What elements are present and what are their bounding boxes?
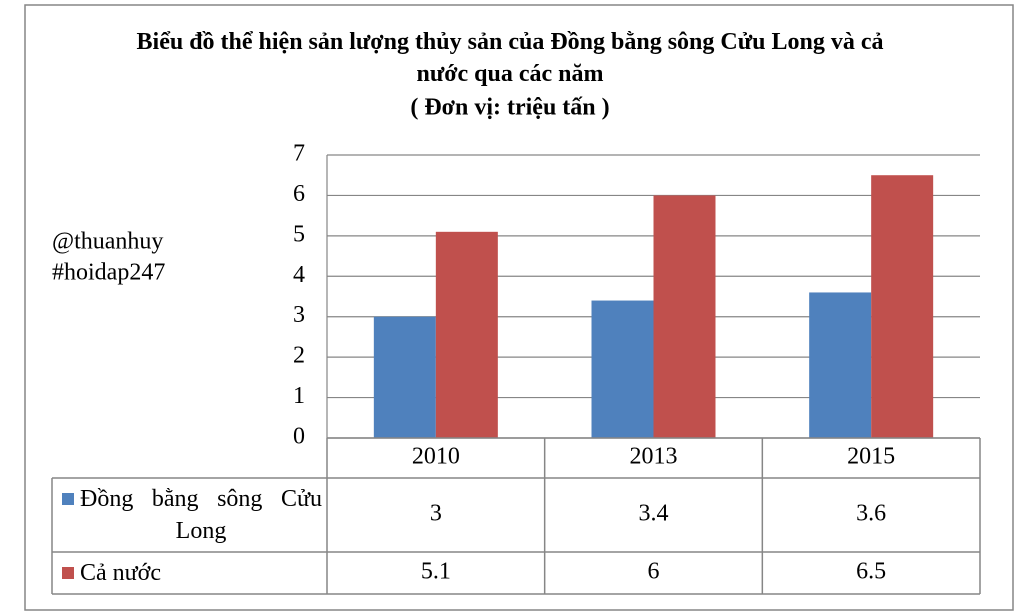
table-value: 3 — [430, 501, 442, 527]
table-value: 6 — [648, 559, 660, 585]
bar — [809, 292, 872, 438]
chart-title: Biểu đồ thể hiện sản lượng thủy sản của … — [136, 29, 884, 87]
x-tick-label: 2013 — [630, 444, 678, 470]
bar — [435, 231, 498, 438]
table-value: 3.6 — [856, 501, 886, 527]
y-tick-label: 7 — [293, 141, 305, 167]
y-tick-label: 2 — [293, 343, 305, 369]
legend-key — [62, 567, 74, 579]
legend-key — [62, 493, 74, 505]
table-value: 3.4 — [639, 501, 669, 527]
legend-box: Đồng bằng sông Cửu Long — [80, 486, 322, 544]
annotation: #hoidap247 — [52, 260, 165, 286]
y-tick-label: 1 — [293, 383, 305, 409]
x-tick-label: 2010 — [412, 444, 460, 470]
table-value: 5.1 — [421, 559, 451, 585]
y-tick-label: 6 — [293, 181, 305, 207]
legend-label: Đồng bằng sông Cửu Long — [80, 486, 322, 544]
bar — [373, 316, 436, 438]
bar — [871, 175, 934, 438]
legend-label: Cả nước — [80, 560, 162, 586]
title-box: Biểu đồ thể hiện sản lượng thủy sản của … — [136, 29, 884, 87]
y-tick-label: 4 — [293, 262, 305, 288]
annotation: @thuanhuy — [52, 229, 163, 255]
y-tick-label: 3 — [293, 302, 305, 328]
table-value: 6.5 — [856, 559, 886, 585]
bar — [653, 195, 716, 438]
bar — [591, 300, 654, 438]
x-tick-label: 2015 — [847, 444, 895, 470]
y-tick-label: 5 — [293, 221, 305, 247]
y-tick-label: 0 — [293, 424, 305, 450]
chart-subtitle: ( Đơn vị: triệu tấn ) — [410, 95, 609, 121]
legend-box: Cả nước — [80, 560, 162, 586]
